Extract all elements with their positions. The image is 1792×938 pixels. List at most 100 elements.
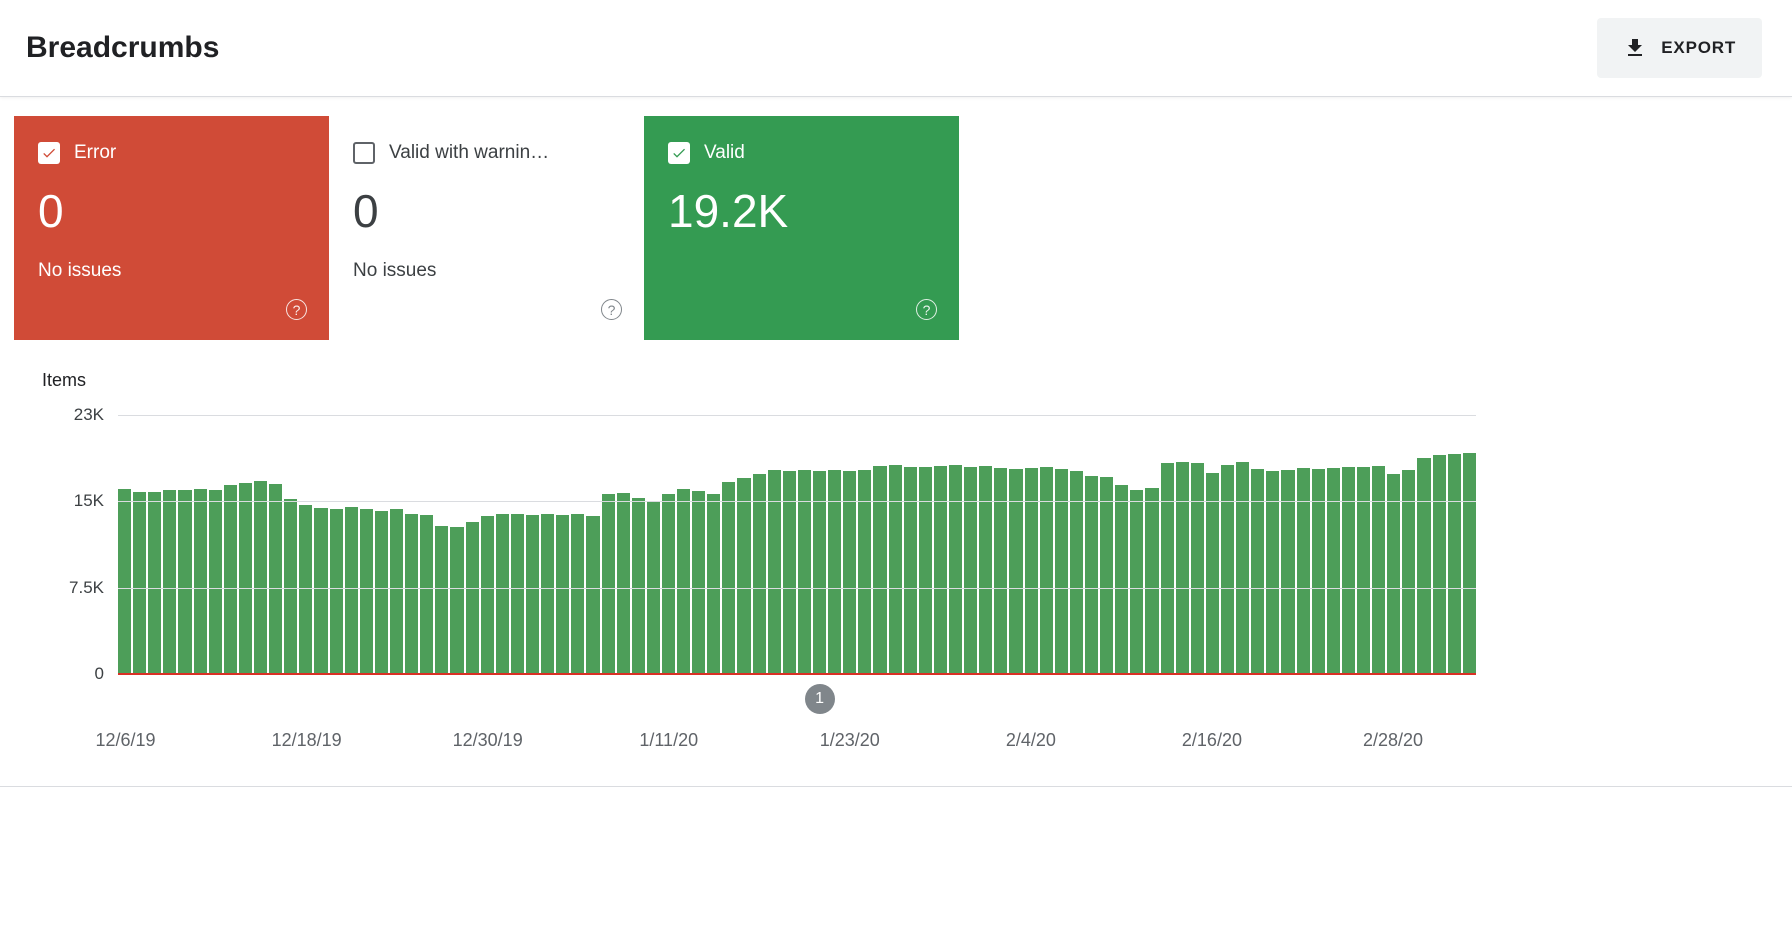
- chart-bar[interactable]: [284, 499, 298, 674]
- chart-bar[interactable]: [813, 471, 827, 674]
- chart-bar[interactable]: [1175, 462, 1189, 674]
- chart-bar[interactable]: [1281, 470, 1295, 674]
- chart-bar[interactable]: [1220, 464, 1235, 674]
- chart-bar[interactable]: [1024, 467, 1038, 674]
- chart-bar[interactable]: [1417, 457, 1431, 674]
- chart-bar[interactable]: [722, 481, 736, 674]
- chart-bar[interactable]: [405, 514, 419, 674]
- chart-bar[interactable]: [1447, 454, 1461, 674]
- chart-bar[interactable]: [329, 509, 343, 674]
- chart-bar[interactable]: [888, 464, 902, 674]
- chart-bar[interactable]: [541, 514, 555, 674]
- chart-bar[interactable]: [495, 514, 509, 674]
- chart-bar[interactable]: [737, 478, 751, 674]
- chart-bar[interactable]: [1190, 463, 1204, 674]
- chart-bar[interactable]: [752, 473, 766, 674]
- chart-bar[interactable]: [178, 489, 192, 674]
- help-icon[interactable]: ?: [286, 299, 307, 320]
- chart-bar[interactable]: [223, 485, 237, 674]
- chart-bar[interactable]: [359, 509, 373, 674]
- chart-bar[interactable]: [1372, 465, 1386, 674]
- chart-bar[interactable]: [964, 466, 978, 674]
- chart-bar[interactable]: [299, 504, 313, 674]
- chart-bar[interactable]: [314, 508, 328, 674]
- chart-annotation-marker[interactable]: 1: [804, 684, 835, 714]
- chart-bar[interactable]: [510, 514, 524, 674]
- chart-bar[interactable]: [1069, 471, 1083, 674]
- chart-bar[interactable]: [933, 465, 948, 674]
- chart-bar[interactable]: [616, 493, 630, 674]
- chart-bar[interactable]: [118, 488, 132, 674]
- chart-bar[interactable]: [918, 466, 932, 674]
- chart-bar[interactable]: [1356, 466, 1371, 674]
- chart-bar[interactable]: [1266, 471, 1280, 674]
- chart-bar[interactable]: [148, 492, 162, 674]
- chart-bar[interactable]: [661, 494, 676, 674]
- chart-bar[interactable]: [1205, 472, 1219, 674]
- chart-bar[interactable]: [480, 516, 494, 674]
- chart-bar[interactable]: [767, 470, 781, 674]
- chart-bar[interactable]: [601, 494, 615, 674]
- chart-bar[interactable]: [1311, 469, 1325, 674]
- chart-bar[interactable]: [1387, 473, 1401, 674]
- chart-bar[interactable]: [1009, 469, 1023, 674]
- chart-bar[interactable]: [1054, 469, 1068, 674]
- chart-bar[interactable]: [949, 464, 963, 674]
- chart-bar[interactable]: [843, 471, 857, 674]
- chart-bar[interactable]: [979, 465, 993, 674]
- chart-bar[interactable]: [465, 522, 479, 674]
- chart-bar[interactable]: [344, 507, 358, 674]
- chart-bar[interactable]: [828, 470, 842, 674]
- error-card[interactable]: Error 0 No issues ?: [14, 116, 329, 340]
- warnings-card[interactable]: Valid with warnin… 0 No issues ?: [329, 116, 644, 340]
- warnings-checkbox[interactable]: [353, 142, 375, 164]
- chart-bar[interactable]: [374, 510, 388, 674]
- chart-bar[interactable]: [1039, 466, 1053, 674]
- chart-bar[interactable]: [269, 484, 283, 674]
- chart-bar[interactable]: [782, 471, 796, 674]
- chart-bar[interactable]: [858, 470, 872, 674]
- help-icon[interactable]: ?: [916, 299, 937, 320]
- chart-bar[interactable]: [1296, 467, 1310, 674]
- chart-bar[interactable]: [692, 490, 706, 674]
- chart-bar[interactable]: [1236, 462, 1250, 674]
- help-icon[interactable]: ?: [601, 299, 622, 320]
- chart-bar[interactable]: [707, 494, 721, 674]
- chart-bar[interactable]: [571, 514, 585, 674]
- export-button[interactable]: EXPORT: [1597, 18, 1762, 78]
- chart-bar[interactable]: [1130, 489, 1144, 674]
- chart-bar[interactable]: [631, 497, 645, 674]
- chart-bar[interactable]: [208, 489, 222, 674]
- chart-bar[interactable]: [1115, 485, 1129, 674]
- chart-bar[interactable]: [1100, 477, 1114, 674]
- chart-bar[interactable]: [525, 515, 540, 674]
- chart-bar[interactable]: [450, 526, 464, 674]
- chart-bar[interactable]: [163, 489, 177, 674]
- chart-bar[interactable]: [1160, 463, 1174, 674]
- chart-bar[interactable]: [1326, 467, 1340, 674]
- chart-bar[interactable]: [1145, 487, 1159, 674]
- chart-bar[interactable]: [797, 470, 812, 674]
- chart-bar[interactable]: [238, 482, 252, 674]
- chart-bar[interactable]: [193, 488, 207, 674]
- chart-bar[interactable]: [556, 515, 570, 674]
- chart-bar[interactable]: [873, 465, 887, 674]
- chart-bar[interactable]: [133, 492, 147, 674]
- valid-card[interactable]: Valid 19.2K ?: [644, 116, 959, 340]
- chart-bar[interactable]: [1402, 470, 1416, 674]
- chart-bar[interactable]: [903, 466, 917, 674]
- chart-bar[interactable]: [1432, 455, 1446, 674]
- chart-bar[interactable]: [586, 516, 600, 674]
- chart-bar[interactable]: [1462, 453, 1476, 674]
- chart-bar[interactable]: [389, 509, 404, 674]
- chart-bar[interactable]: [1251, 469, 1265, 674]
- chart-bar[interactable]: [435, 525, 449, 674]
- chart-bar[interactable]: [677, 488, 691, 674]
- chart-bar[interactable]: [420, 515, 434, 674]
- chart-bar[interactable]: [1341, 466, 1355, 674]
- valid-checkbox[interactable]: [668, 142, 690, 164]
- chart-bar[interactable]: [253, 480, 268, 674]
- chart-bar[interactable]: [994, 467, 1008, 674]
- chart-bar[interactable]: [1085, 476, 1099, 674]
- error-checkbox[interactable]: [38, 142, 60, 164]
